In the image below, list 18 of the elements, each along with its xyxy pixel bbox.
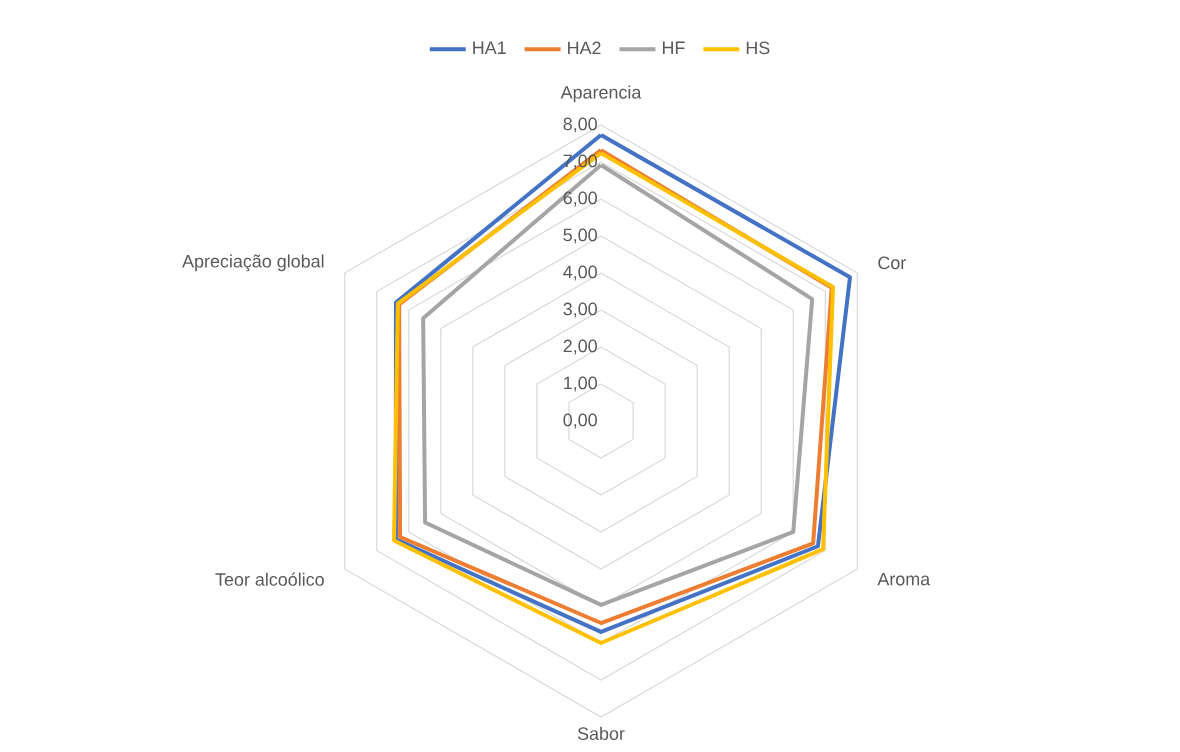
y-tick-label: 0,00 bbox=[563, 413, 597, 429]
y-tick-label: 8,00 bbox=[563, 117, 597, 133]
legend-label: HA2 bbox=[568, 41, 601, 55]
legend-label: HF bbox=[662, 41, 685, 54]
y-tick-label: 1,00 bbox=[564, 376, 597, 392]
y-tick-label: 4,00 bbox=[563, 265, 597, 281]
y-tick-label: 3,00 bbox=[563, 302, 597, 318]
spoke-label: Sabor bbox=[577, 726, 625, 740]
spoke-label: Teor alcoólico bbox=[215, 572, 324, 586]
y-tick-label: 2,00 bbox=[563, 339, 597, 355]
y-tick-label: 5,00 bbox=[563, 228, 597, 244]
legend-label: HA1 bbox=[473, 41, 506, 54]
spoke-label: Aroma bbox=[877, 572, 931, 586]
y-tick-label: 6,00 bbox=[563, 191, 597, 207]
spoke-label: Apreciação global bbox=[182, 254, 324, 272]
spoke-label: Cor bbox=[878, 256, 906, 270]
spoke-label: Aparencia bbox=[560, 85, 642, 103]
legend-label: HS bbox=[746, 41, 770, 55]
